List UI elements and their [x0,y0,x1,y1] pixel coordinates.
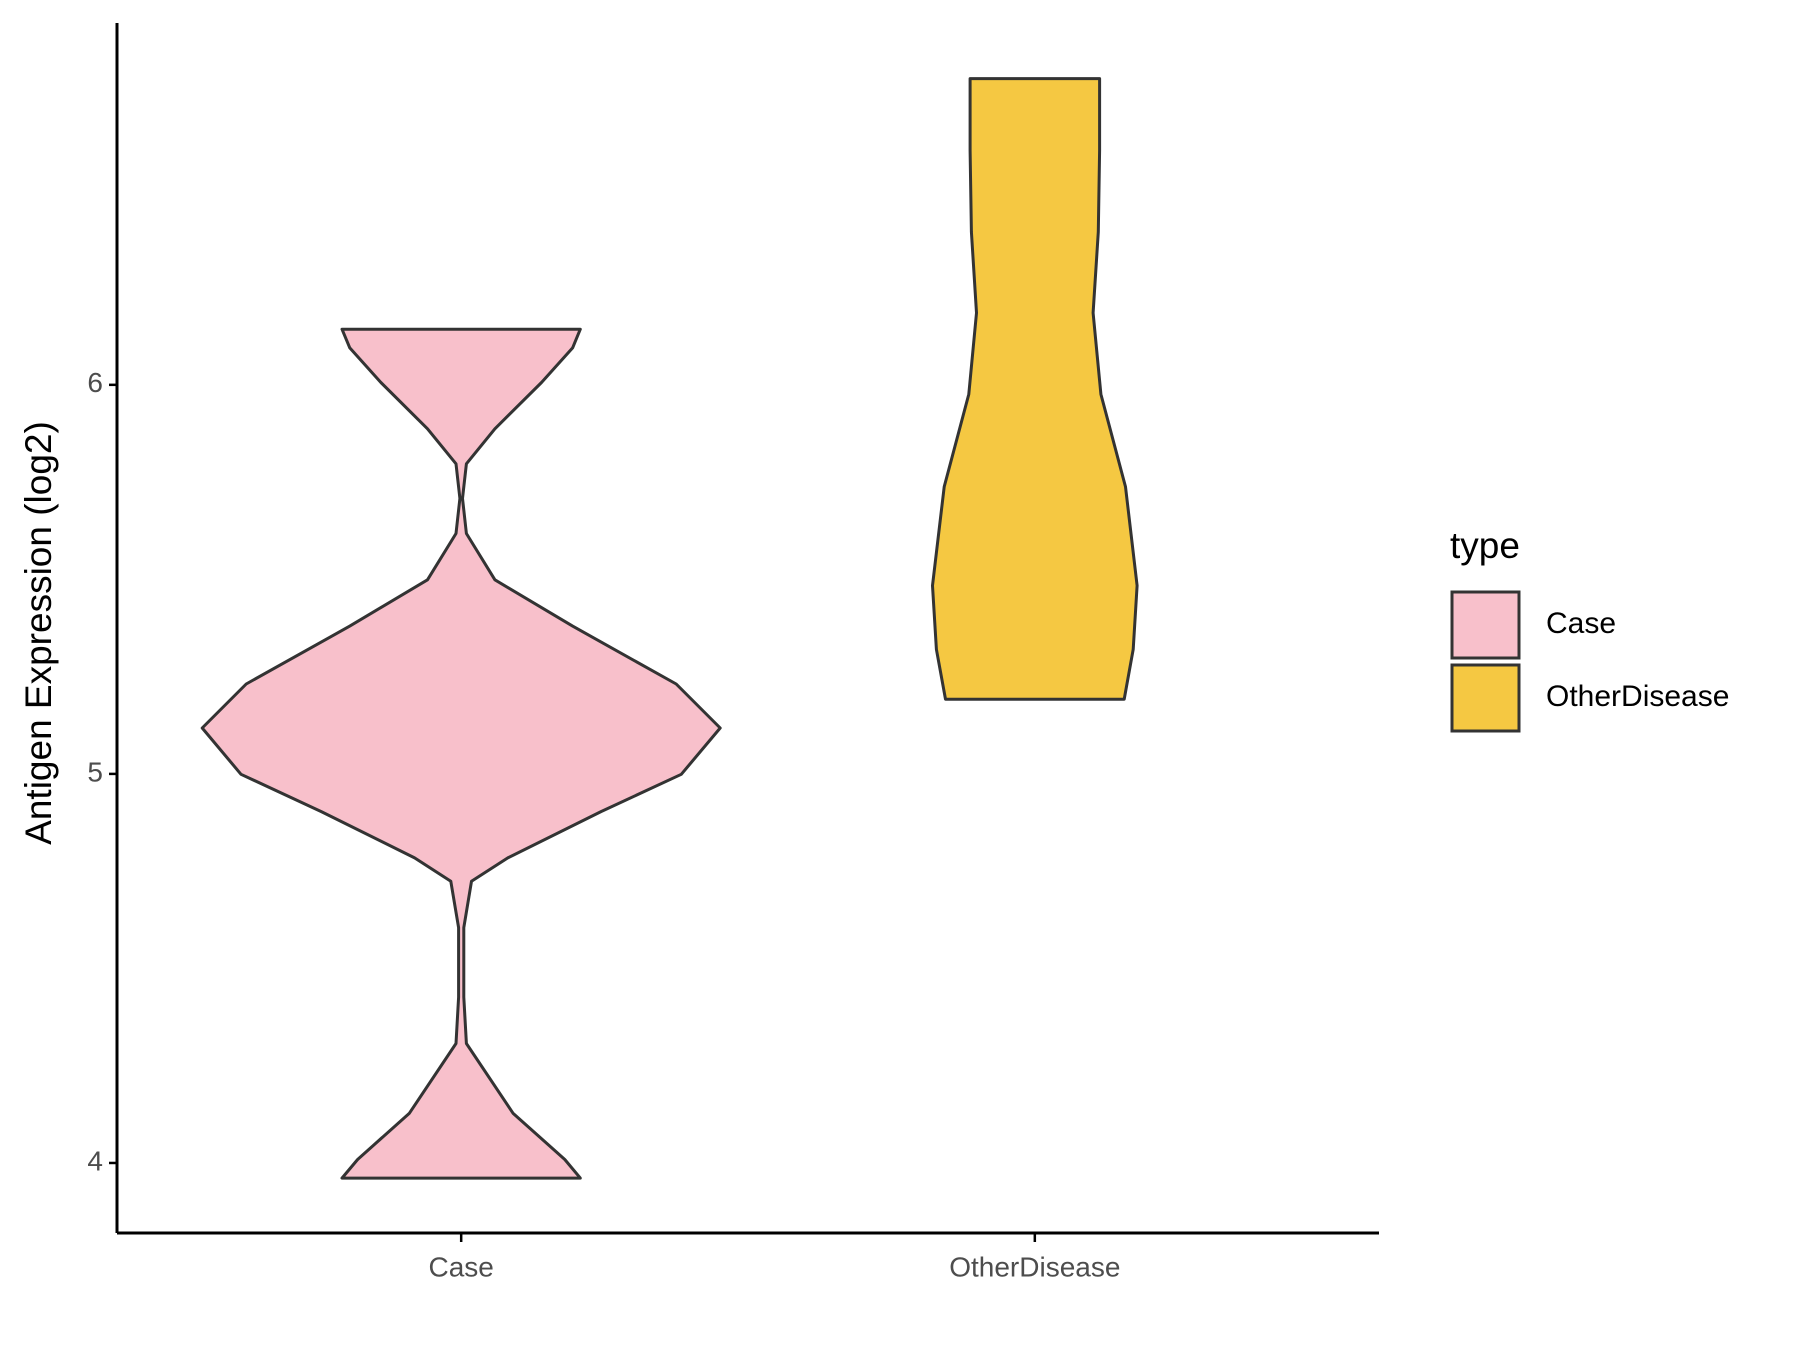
x-tick-label: Case [428,1251,493,1282]
legend-key [1450,663,1521,733]
legend-key [1450,590,1521,660]
y-tick-label: 6 [87,367,103,398]
violin [200,327,722,1180]
y-axis-title: Antigen Expression (log2) [18,421,59,845]
legend-label: OtherDisease [1546,680,1729,713]
y-tick-label: 5 [87,756,103,787]
violin [931,77,1139,701]
legend-title: type [1450,525,1520,566]
x-tick-label: OtherDisease [949,1251,1120,1282]
y-tick-label: 4 [87,1145,103,1176]
legend-label: Case [1546,607,1616,640]
